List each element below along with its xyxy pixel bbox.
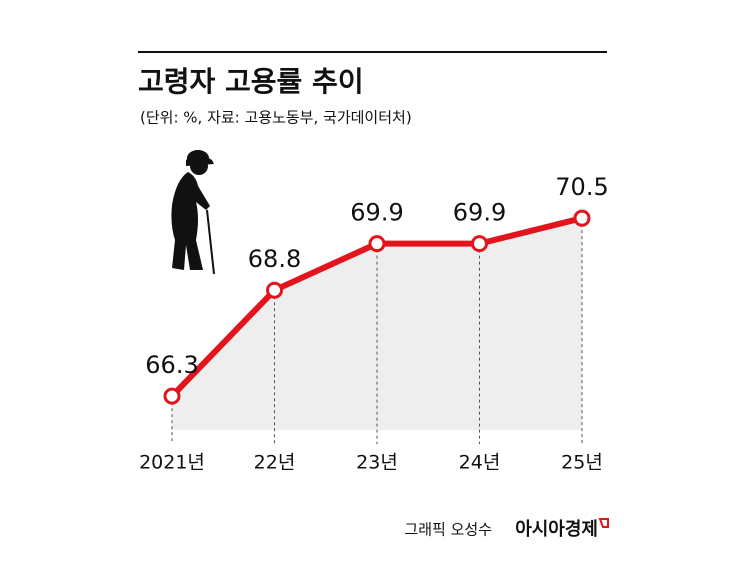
chart-title: 고령자 고용률 추이 (138, 65, 364, 98)
value-label: 69.9 (453, 199, 506, 227)
value-label: 68.8 (248, 245, 301, 273)
credit: 그래픽 오성수 (404, 521, 492, 539)
x-tick-label: 23년 (356, 452, 398, 474)
brand: 아시아경제 (515, 519, 598, 540)
x-tick-label: 2021년 (139, 452, 205, 474)
marker (471, 235, 488, 253)
marker (266, 281, 283, 299)
value-label: 70.5 (555, 173, 608, 201)
value-label: 69.9 (350, 199, 403, 227)
chart-subtitle: (단위: %, 자료: 고용노동부, 국가데이터처) (140, 109, 412, 127)
marker (163, 387, 181, 405)
x-tick-label: 24년 (459, 452, 501, 474)
marker (368, 235, 386, 253)
marker (573, 209, 591, 227)
brand-icon (598, 518, 609, 528)
cane (206, 209, 215, 275)
x-tick-label: 25년 (561, 452, 603, 474)
x-tick-label: 22년 (254, 452, 296, 474)
elderly-silhouette (171, 150, 214, 270)
value-label: 66.3 (145, 351, 198, 379)
